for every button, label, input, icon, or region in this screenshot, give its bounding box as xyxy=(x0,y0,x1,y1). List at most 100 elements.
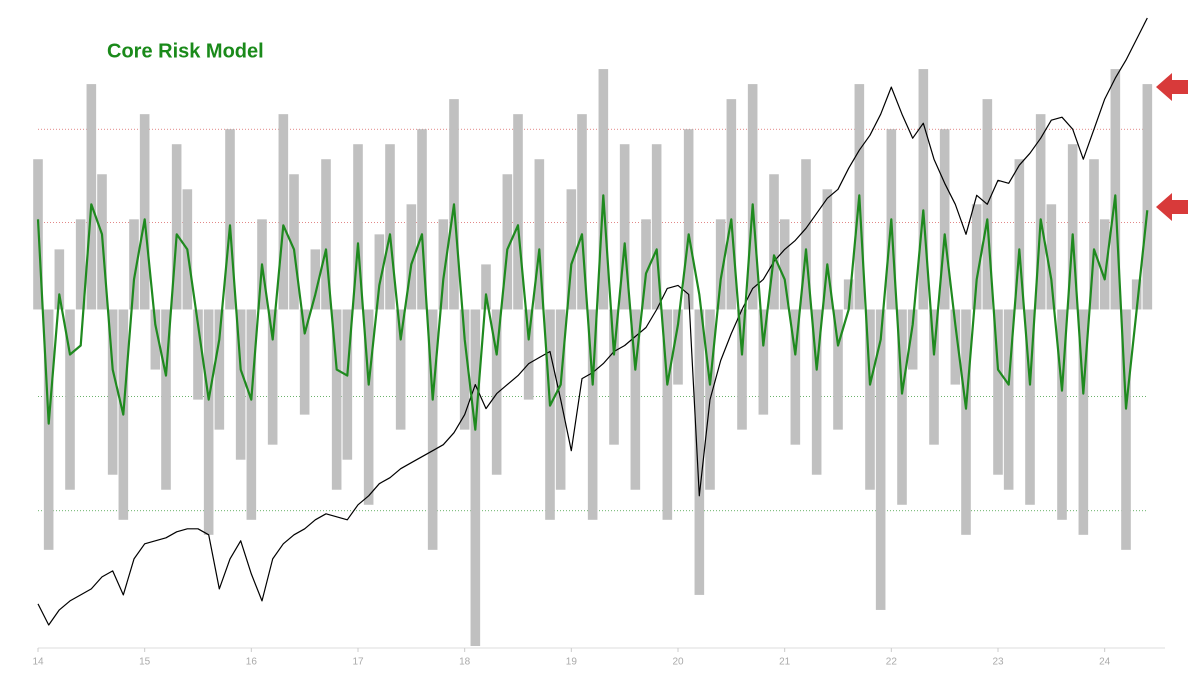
bar xyxy=(758,309,769,415)
bar xyxy=(993,309,1003,475)
bar xyxy=(107,309,118,475)
x-tick-label: 23 xyxy=(992,657,1004,668)
bar xyxy=(1057,309,1067,520)
arrow xyxy=(1156,73,1188,221)
x-tick-label: 15 xyxy=(139,657,151,668)
bar xyxy=(385,144,395,310)
bar xyxy=(214,309,225,430)
bar xyxy=(1131,279,1142,310)
x-tick-label: 16 xyxy=(246,657,258,668)
bar xyxy=(801,159,811,310)
bar xyxy=(939,129,950,310)
bar xyxy=(619,144,630,310)
bar xyxy=(1078,309,1089,535)
bar xyxy=(662,309,673,520)
bar xyxy=(737,309,747,430)
bar xyxy=(897,309,907,505)
bar xyxy=(630,309,641,490)
bar xyxy=(481,264,491,310)
x-tick-label: 19 xyxy=(566,657,578,668)
bar xyxy=(875,309,886,610)
bar xyxy=(1025,309,1035,505)
bar xyxy=(459,309,470,430)
bar xyxy=(1110,69,1121,310)
x-tick-label: 14 xyxy=(32,657,44,668)
bar xyxy=(1089,159,1099,310)
bar xyxy=(822,189,833,310)
bar xyxy=(406,204,417,310)
bar xyxy=(907,309,918,370)
bar xyxy=(513,114,523,310)
bar xyxy=(609,309,619,445)
bar xyxy=(139,114,150,310)
x-tick-label: 18 xyxy=(459,657,471,668)
bar xyxy=(1014,159,1025,310)
bar xyxy=(833,309,843,430)
bar xyxy=(577,114,587,310)
bar xyxy=(545,309,555,520)
bar xyxy=(566,189,577,310)
bar xyxy=(865,309,875,490)
bar xyxy=(1067,144,1078,310)
bar xyxy=(193,309,203,400)
bar xyxy=(43,309,54,550)
x-tick-label: 21 xyxy=(779,657,791,668)
bar xyxy=(673,309,683,385)
bar xyxy=(438,219,449,310)
bar xyxy=(289,174,299,310)
bar xyxy=(641,219,651,310)
x-tick-label: 20 xyxy=(672,657,684,668)
line xyxy=(36,194,1149,431)
bar xyxy=(203,309,214,535)
bar xyxy=(715,219,726,310)
bar xyxy=(65,309,75,490)
bar xyxy=(1003,309,1014,490)
bar xyxy=(129,219,139,310)
bar xyxy=(651,144,662,310)
bar xyxy=(598,69,609,310)
bar xyxy=(950,309,961,385)
bar xyxy=(779,219,790,310)
bar xyxy=(523,309,534,400)
bar xyxy=(246,309,257,520)
bar xyxy=(1099,219,1110,310)
bar xyxy=(395,309,406,430)
bar xyxy=(587,309,598,520)
bar xyxy=(790,309,801,445)
chart-title: Core Risk Model xyxy=(107,40,264,62)
bar xyxy=(1046,204,1057,310)
bar xyxy=(54,249,65,310)
bar xyxy=(161,309,171,490)
bar xyxy=(267,309,278,445)
bar xyxy=(929,309,939,445)
bar xyxy=(534,159,545,310)
bar xyxy=(417,129,427,310)
bar xyxy=(470,309,481,646)
bar xyxy=(683,129,694,310)
bar xyxy=(1035,114,1046,310)
bar xyxy=(971,204,982,310)
bar xyxy=(769,174,779,310)
bar xyxy=(374,234,385,310)
bar xyxy=(75,219,86,310)
bar xyxy=(353,144,363,310)
x-tick-label: 24 xyxy=(1099,657,1111,668)
bar xyxy=(1121,309,1131,550)
bar xyxy=(502,174,513,310)
bar xyxy=(310,249,321,310)
bar xyxy=(811,309,822,475)
bar xyxy=(747,84,758,310)
bar xyxy=(331,309,342,490)
bar xyxy=(491,309,502,475)
x-tick-label: 17 xyxy=(352,657,364,668)
bar xyxy=(225,129,235,310)
bar xyxy=(694,309,705,595)
bar xyxy=(235,309,246,460)
x-tick-label: 22 xyxy=(886,657,898,668)
bar xyxy=(363,309,374,505)
bar xyxy=(321,159,331,310)
bar xyxy=(342,309,353,460)
bar xyxy=(86,84,97,310)
bar xyxy=(843,279,854,310)
